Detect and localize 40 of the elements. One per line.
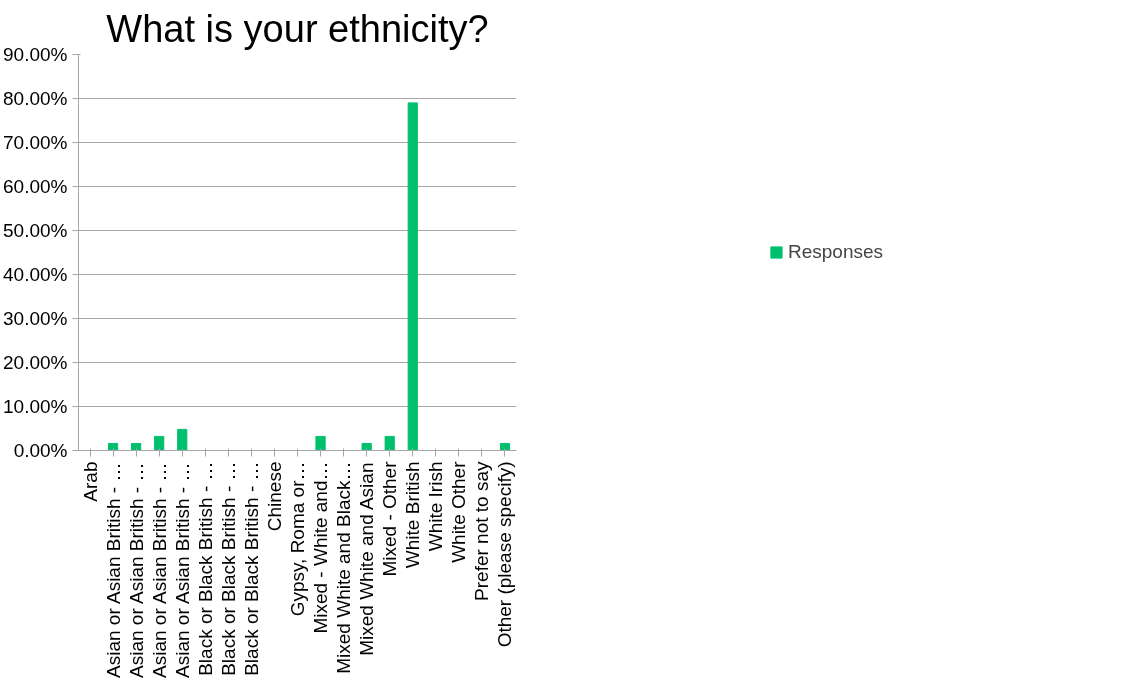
bar — [107, 442, 119, 451]
y-tick-label: 0.00% — [13, 440, 68, 461]
y-tick-label: 90.00% — [3, 44, 68, 65]
x-tick-label: Black or Black British - … — [194, 461, 216, 676]
x-tick-label: Asian or Asian British - … — [148, 462, 170, 678]
x-tick-label: Mixed White and Black… — [333, 461, 355, 674]
x-tick-label: Mixed - White and… — [310, 461, 332, 634]
x-tick-label: Arab — [79, 461, 101, 502]
x-tick-label: Asian or Asian British - … — [125, 462, 147, 678]
bar — [407, 102, 418, 451]
y-tick-label: 30.00% — [3, 308, 68, 329]
x-tick-label: Chinese — [263, 461, 285, 532]
y-tick-label: 20.00% — [3, 352, 68, 373]
x-tick-label: Gypsy, Roma or… — [287, 461, 308, 617]
bar — [177, 428, 188, 451]
legend-label: Responses — [787, 241, 884, 263]
y-tick-label: 60.00% — [3, 176, 68, 197]
y-tick-label: 70.00% — [3, 132, 68, 153]
x-tick-label: Asian or Asian British - … — [171, 462, 193, 678]
x-tick-label: Black or Black British - … — [240, 461, 262, 676]
bar — [499, 442, 511, 451]
x-tick-label: Other (please specify) — [494, 461, 516, 648]
bar — [131, 442, 142, 451]
x-tick-label: Prefer not to say — [471, 461, 493, 601]
chart-title: What is your ethnicity? — [106, 7, 489, 50]
x-tick-label: Asian or Asian British - … — [102, 462, 124, 678]
x-tick-label: Black or Black British - … — [217, 461, 239, 676]
y-tick-label: 80.00% — [3, 88, 68, 109]
x-tick-label: White Other — [448, 460, 470, 563]
bar — [154, 435, 165, 451]
x-tick-label: White Irish — [425, 461, 447, 552]
bar — [384, 435, 395, 451]
bar — [315, 435, 326, 451]
y-tick-label: 50.00% — [3, 220, 68, 241]
bar — [361, 442, 372, 451]
x-tick-label: Mixed White and Asian — [356, 462, 378, 656]
x-tick-label: White British — [402, 461, 424, 569]
y-tick-label: 10.00% — [3, 396, 68, 417]
y-tick-label: 40.00% — [3, 264, 68, 285]
x-tick-label: Mixed - Other — [379, 460, 401, 577]
